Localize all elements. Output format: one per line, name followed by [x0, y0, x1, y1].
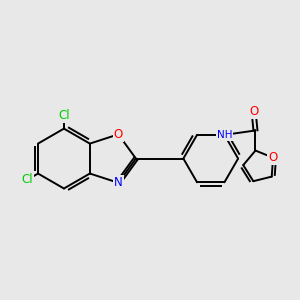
Text: O: O: [249, 105, 258, 118]
Text: Cl: Cl: [58, 110, 70, 122]
Text: Cl: Cl: [21, 173, 33, 186]
Text: O: O: [268, 151, 278, 164]
Text: O: O: [114, 128, 123, 141]
Text: NH: NH: [217, 130, 232, 140]
Text: N: N: [114, 176, 123, 189]
